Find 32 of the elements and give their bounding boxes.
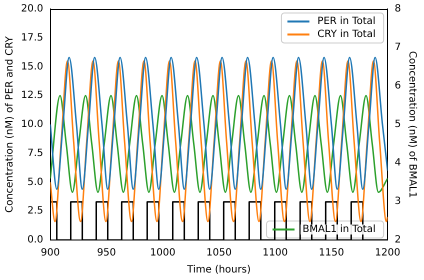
- x-tick-label: 950: [96, 248, 116, 259]
- x-tick-label: 1200: [374, 248, 400, 259]
- y-tick-label: 17.5: [21, 32, 44, 44]
- y-tick-label: 5.0: [27, 176, 44, 188]
- y-tick-label: 0.0: [27, 234, 44, 246]
- line-series: [50, 60, 388, 222]
- y2-tick-label: 8: [394, 4, 402, 15]
- x-tick-label: 1150: [318, 248, 344, 259]
- x-tick-label: 1050: [206, 248, 232, 259]
- y2-tick-label: 3: [394, 196, 402, 208]
- y-tick-label: 15.0: [21, 61, 44, 72]
- x-tick-label: 1100: [262, 248, 288, 259]
- line-series: [50, 94, 388, 194]
- y2-tick-label: 4: [394, 158, 402, 169]
- x-tick-label: 900: [40, 248, 60, 259]
- y2-tick-label: 5: [394, 119, 402, 130]
- x-axis-title: Time (hours): [186, 264, 251, 276]
- legend-label: PER in Total: [317, 16, 376, 28]
- y-tick-label: 20.0: [21, 4, 44, 15]
- legend-label: CRY in Total: [317, 29, 376, 40]
- y2-tick-label: 2: [394, 234, 402, 246]
- y-tick-label: 2.5: [27, 206, 44, 217]
- y-tick-label: 12.5: [21, 90, 44, 102]
- y2-tick-label: 6: [394, 80, 402, 92]
- y-axis-title: Concentration (nM) of PER and CRY: [4, 35, 16, 213]
- y2-tick-label: 7: [394, 42, 402, 54]
- x-tick-label: 1000: [150, 248, 176, 259]
- line-series: [50, 56, 388, 190]
- y-tick-label: 10.0: [21, 119, 44, 130]
- y-tick-label: 7.5: [27, 148, 44, 159]
- legend-label: BMAL1 in Total: [302, 224, 376, 236]
- y2-axis-title: Concentration (nM) of BMAL1: [406, 51, 418, 198]
